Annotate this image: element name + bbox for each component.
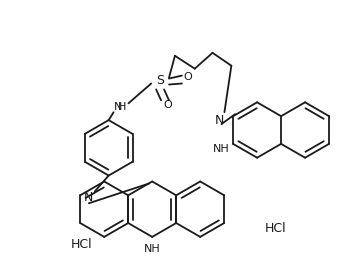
Text: O: O: [183, 72, 192, 82]
Text: S: S: [156, 74, 164, 87]
Text: NH: NH: [144, 244, 161, 254]
Text: NH: NH: [213, 144, 229, 154]
Text: N: N: [215, 114, 224, 127]
Text: N: N: [114, 102, 122, 112]
Text: H: H: [118, 102, 127, 112]
Text: N: N: [84, 191, 94, 204]
Text: HCl: HCl: [70, 238, 92, 251]
Text: HCl: HCl: [265, 222, 287, 235]
Text: O: O: [164, 100, 172, 110]
